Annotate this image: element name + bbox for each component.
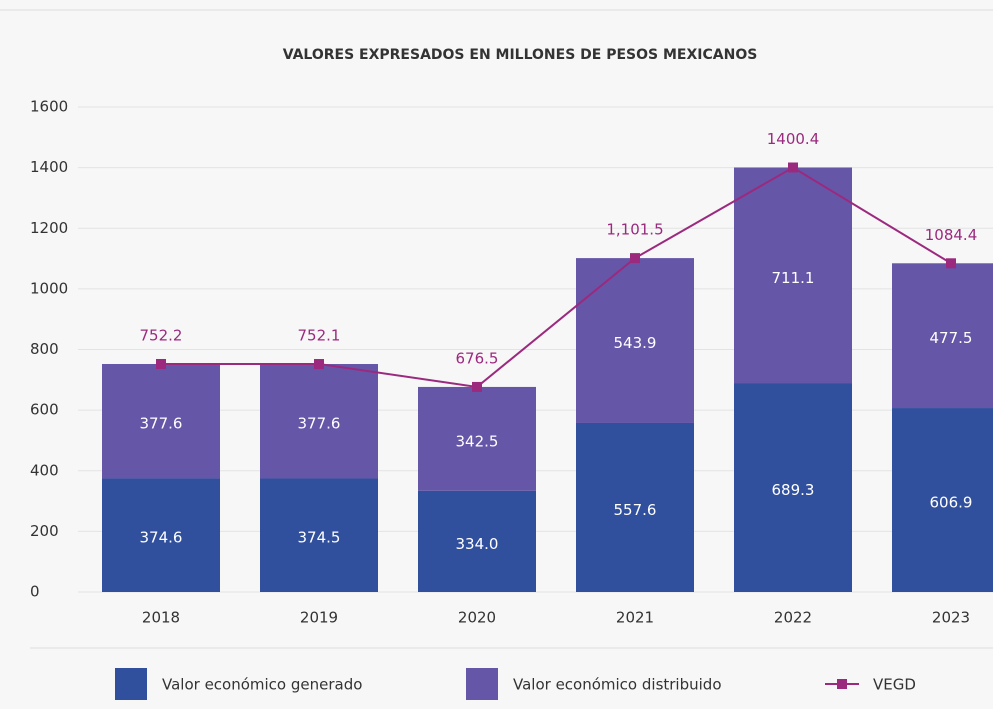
y-tick-label: 1000 <box>30 279 68 297</box>
line-marker <box>946 258 956 269</box>
bar-label: 543.9 <box>614 334 657 352</box>
bar-label: 689.3 <box>772 481 815 499</box>
y-tick-label: 600 <box>30 401 59 419</box>
line-label: 752.1 <box>298 327 341 345</box>
x-tick-label: 2023 <box>932 609 970 627</box>
legend-swatch <box>115 668 147 700</box>
bar-label: 374.5 <box>298 529 341 547</box>
bar-segment <box>576 422 694 592</box>
line-label: 1400.4 <box>767 130 820 148</box>
bar-label: 606.9 <box>930 494 973 512</box>
bar-segment <box>260 478 378 592</box>
legend-label: Valor económico distribuido <box>513 676 722 694</box>
y-tick-label: 1200 <box>30 219 68 237</box>
line-marker <box>314 359 324 370</box>
x-tick-label: 2019 <box>300 609 338 627</box>
y-tick-label: 1600 <box>30 98 68 116</box>
bar-segment <box>892 408 993 592</box>
line-marker <box>472 381 482 392</box>
y-tick-label: 0 <box>30 583 40 601</box>
line-label: 1,101.5 <box>606 221 663 239</box>
y-tick-label: 1400 <box>30 158 68 176</box>
line-marker <box>788 162 798 173</box>
bar-label: 342.5 <box>456 432 499 450</box>
bar-label: 557.6 <box>614 501 657 519</box>
x-tick-label: 2018 <box>142 609 180 627</box>
line <box>160 166 952 388</box>
chart-title: VALORES EXPRESADOS EN MILLONES DE PESOS … <box>283 47 758 63</box>
y-tick-label: 400 <box>30 461 59 479</box>
bar-segment <box>734 167 852 384</box>
bar-segment <box>734 383 852 592</box>
y-tick-label: 800 <box>30 340 59 358</box>
bar-label: 377.6 <box>298 415 341 433</box>
bar-segment <box>260 364 378 479</box>
legend-label: VEGD <box>873 676 916 694</box>
line-label: 1084.4 <box>925 226 978 244</box>
x-tick-label: 2020 <box>458 609 496 627</box>
y-tick-label: 200 <box>30 522 59 540</box>
bar-segment <box>102 363 220 479</box>
bar-label: 334.0 <box>456 535 499 553</box>
line-marker <box>156 358 166 369</box>
x-tick-label: 2022 <box>774 609 812 627</box>
bar-label: 374.6 <box>140 529 183 547</box>
legend-swatch <box>466 668 498 700</box>
bar-segment <box>102 478 220 592</box>
bar-label: 711.1 <box>772 269 815 287</box>
legend-label: Valor económico generado <box>162 676 362 694</box>
line-label: 676.5 <box>456 349 499 367</box>
bar-segment <box>892 263 993 409</box>
line-marker <box>630 253 640 264</box>
line-label: 752.2 <box>140 326 183 344</box>
bar-segment <box>418 490 536 592</box>
bar-segment <box>576 258 694 423</box>
x-tick-label: 2021 <box>616 609 654 627</box>
bar-segment <box>418 386 536 491</box>
bar-label: 477.5 <box>930 329 973 347</box>
legend-marker <box>837 679 847 689</box>
bar-label: 377.6 <box>140 415 183 433</box>
